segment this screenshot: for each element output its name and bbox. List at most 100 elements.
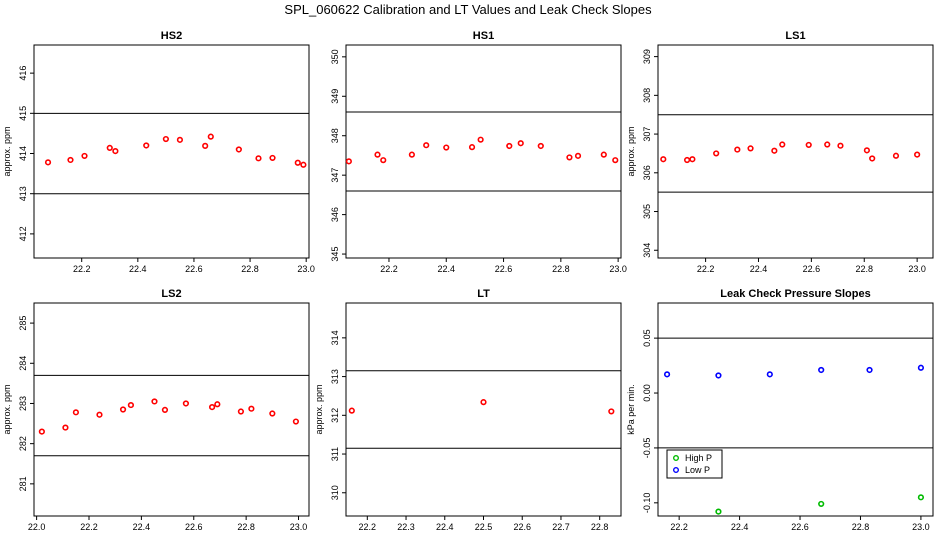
y-tick-label: 309 [642, 49, 652, 64]
y-tick-label: 346 [330, 207, 340, 222]
legend-marker [673, 467, 680, 474]
x-tick-label: 22.8 [855, 264, 873, 274]
y-tick-label: 285 [18, 316, 28, 331]
x-tick-label: 23.0 [290, 522, 308, 532]
data-point [207, 133, 214, 140]
data-point [443, 144, 450, 151]
x-tick-label: 22.6 [791, 522, 809, 532]
y-tick-label: 0.00 [642, 384, 652, 402]
data-point [112, 147, 119, 155]
panel-5: LT 22.2 22.3 22.4 22.5 22.6 22.7 22.8 310 311 312 3… [314, 288, 622, 532]
data-point [294, 159, 301, 166]
data-point [44, 159, 52, 166]
x-tick-label: 22.8 [237, 522, 255, 532]
data-point [62, 424, 69, 431]
y-tick-label: 347 [330, 168, 340, 183]
x-tick-label: 22.6 [185, 264, 203, 274]
data-point [423, 142, 430, 149]
y-axis-label: approx. ppm [2, 384, 12, 434]
data-point [214, 401, 221, 408]
y-tick-label: 311 [330, 447, 340, 461]
y-tick-label: 413 [18, 186, 28, 201]
data-point [269, 410, 276, 417]
panel-3: LS1 22.2 22.4 22.6 22.8 23.0 304 305 306 307 308 30… [626, 30, 934, 274]
data-point [127, 401, 135, 409]
panel-title: HS1 [473, 30, 494, 42]
data-point [537, 142, 544, 150]
data-point [119, 406, 127, 413]
x-tick-label: 23.0 [908, 264, 926, 274]
data-point [713, 150, 720, 157]
data-point [202, 142, 209, 149]
panel-2: HS1 22.2 22.4 22.6 22.8 23.0 345 346 347 348 349 35… [330, 30, 627, 274]
data-point [72, 409, 80, 416]
y-tick-label: 307 [642, 127, 652, 142]
x-tick-label: 22.8 [552, 264, 570, 274]
panel-title: HS2 [161, 30, 182, 42]
data-point [866, 366, 873, 374]
data-point [683, 156, 691, 164]
data-point [269, 154, 276, 162]
data-point [600, 151, 607, 158]
panel-title: Leak Check Pressure Slopes [720, 288, 870, 300]
x-tick-label: 22.2 [359, 522, 377, 532]
y-tick-label: 349 [330, 89, 340, 104]
data-point [468, 144, 476, 151]
y-tick-label: 304 [642, 243, 652, 258]
data-point [237, 408, 245, 415]
x-tick-label: 22.6 [803, 264, 821, 274]
plot-frame [345, 302, 622, 517]
data-point [176, 136, 184, 143]
x-tick-label: 22.8 [241, 264, 259, 274]
data-point [208, 403, 216, 411]
data-point [517, 140, 524, 147]
legend-marker [673, 455, 680, 462]
data-point [67, 156, 74, 164]
x-tick-label: 23.0 [609, 264, 627, 274]
legend: High P Low P [666, 449, 723, 479]
x-tick-label: 23.0 [297, 264, 315, 274]
data-point [151, 398, 158, 405]
y-tick-label: 350 [330, 49, 340, 64]
data-point [248, 405, 255, 412]
x-tick-label: 22.3 [397, 522, 415, 532]
legend-label: Low P [685, 465, 710, 475]
data-point [863, 147, 870, 154]
data-point [917, 494, 925, 501]
y-tick-label: 284 [18, 356, 28, 371]
data-point [747, 145, 754, 152]
data-point [608, 408, 615, 415]
x-tick-label: 22.6 [495, 264, 513, 274]
data-point [818, 500, 825, 508]
data-point [660, 156, 667, 163]
x-tick-label: 22.2 [73, 264, 91, 274]
plot-frame [33, 44, 310, 259]
data-point [408, 151, 415, 158]
data-point [162, 135, 169, 143]
y-tick-label: 348 [330, 128, 340, 143]
data-point [161, 406, 169, 414]
legend-box [666, 449, 723, 479]
y-tick-label: 416 [18, 66, 28, 81]
data-point [345, 158, 352, 165]
y-axis-label: approx. ppm [626, 126, 636, 176]
y-tick-label: 314 [330, 330, 340, 345]
data-point [106, 144, 113, 151]
y-tick-label: 282 [18, 436, 28, 451]
y-tick-label: 414 [18, 146, 28, 161]
panel-6: Leak Check Pressure Slopes 22.2 22.4 22.6 22… [626, 288, 934, 532]
plot-frame [657, 302, 934, 517]
data-point [477, 136, 484, 143]
x-tick-label: 22.4 [437, 264, 455, 274]
y-tick-label: 308 [642, 88, 652, 103]
data-point [663, 371, 671, 378]
x-tick-label: 22.4 [731, 522, 749, 532]
data-point [566, 154, 573, 161]
x-tick-label: 22.6 [185, 522, 203, 532]
panel-title: LS2 [161, 288, 181, 300]
data-point [805, 141, 812, 149]
y-tick-label: 283 [18, 396, 28, 411]
x-tick-label: 22.8 [852, 522, 870, 532]
data-point [612, 157, 619, 164]
